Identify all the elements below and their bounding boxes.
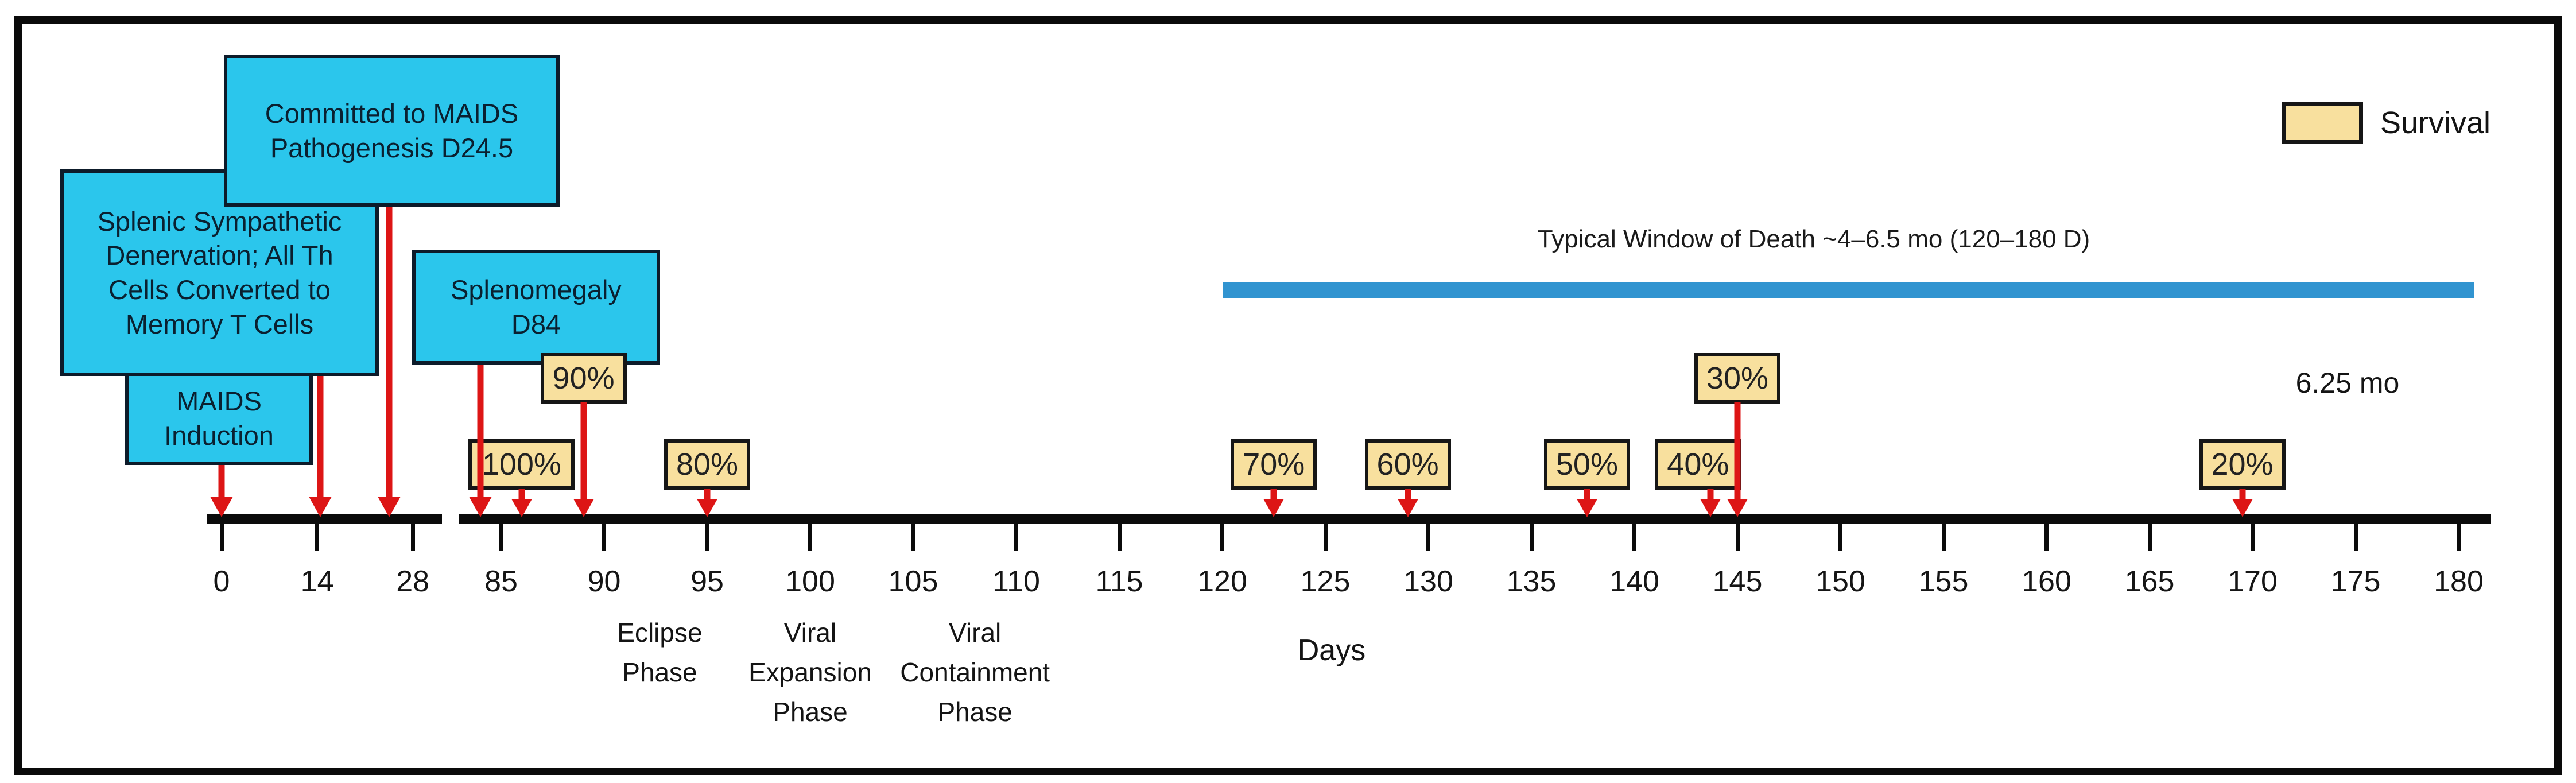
axis-tick [705, 524, 709, 551]
red-event-arrow-icon [377, 207, 401, 517]
red-event-arrow-icon [469, 365, 492, 517]
window-of-death-bar [1223, 282, 2474, 298]
axis-tick [1426, 524, 1430, 551]
axis-tick [2457, 524, 2461, 551]
red-event-arrow-icon [573, 402, 594, 517]
splenomegaly-box: Splenomegaly D84 [412, 250, 660, 365]
red-event-arrow-icon [1700, 489, 1721, 517]
survival-60-box: 60% [1364, 439, 1451, 490]
axis-tick-label: 175 [2330, 565, 2381, 598]
axis-tick-label: 130 [1403, 565, 1453, 598]
axis-tick [1941, 524, 1946, 551]
survival-90-box: 90% [540, 353, 627, 404]
axis-tick-label: 150 [1815, 565, 1865, 598]
red-event-arrow-icon [1397, 489, 1418, 517]
survival-legend-swatch [2282, 102, 2363, 144]
phase-label: Viral Containment Phase [900, 618, 1050, 727]
survival-30-box: 30% [1694, 353, 1780, 404]
red-event-arrow-icon [1263, 489, 1285, 517]
axis-tick-label: 100 [785, 565, 835, 598]
axis-tick [1838, 524, 1842, 551]
axis-tick-label: 105 [888, 565, 938, 598]
survival-50-box: 50% [1543, 439, 1630, 490]
red-event-arrow-icon [1576, 489, 1597, 517]
axis-tick [1117, 524, 1122, 551]
axis-tick [1323, 524, 1328, 551]
axis-tick-label: 170 [2228, 565, 2278, 598]
axis-tick [1220, 524, 1224, 551]
survival-legend-label: Survival [2380, 106, 2491, 140]
phase-label: Viral Expansion Phase [748, 618, 872, 727]
axis-tick-label: 165 [2124, 565, 2175, 598]
axis-tick-label: 95 [690, 565, 724, 598]
phase-label: Eclipse Phase [617, 618, 703, 687]
survival-70-box: 70% [1231, 439, 1317, 490]
axis-tick [410, 524, 415, 551]
axis-tick [2147, 524, 2152, 551]
axis-tick [1529, 524, 1534, 551]
axis-segment-main [459, 514, 2491, 524]
red-event-arrow-icon [2232, 489, 2253, 517]
axis-tick [1632, 524, 1636, 551]
axis-tick-label: 125 [1300, 565, 1351, 598]
axis-tick [2044, 524, 2049, 551]
axis-tick [1735, 524, 1740, 551]
axis-tick-label: 28 [396, 565, 430, 598]
axis-tick [315, 524, 320, 551]
axis-tick-label: 0 [213, 565, 230, 598]
axis-tick-label: 140 [1609, 565, 1659, 598]
axis-tick [2353, 524, 2358, 551]
axis-tick-label: 120 [1197, 565, 1247, 598]
survival-80-box: 80% [664, 439, 750, 490]
red-event-arrow-icon [511, 489, 532, 517]
axis-tick [2251, 524, 2255, 551]
survival-legend: Survival [2282, 102, 2490, 144]
axis-tick-label: 160 [2022, 565, 2071, 598]
axis-tick [1014, 524, 1018, 551]
axis-tick-label: 85 [484, 565, 518, 598]
axis-tick [499, 524, 503, 551]
axis-tick [602, 524, 606, 551]
axis-tick-label: 145 [1712, 565, 1763, 598]
axis-tick-label: 115 [1095, 565, 1143, 598]
axis-title-days: Days [1297, 634, 1366, 667]
axis-tick-label: 14 [300, 565, 334, 598]
committed-pathogenesis-box: Committed to MAIDS Pathogenesis D24.5 [224, 55, 560, 207]
axis-tick [219, 524, 224, 551]
axis-tick-label: 90 [587, 565, 621, 598]
axis-tick-label: 155 [1918, 565, 1969, 598]
red-event-arrow-icon [1727, 402, 1748, 517]
figure-border [14, 16, 2562, 775]
axis-tick-label: 110 [992, 565, 1040, 598]
survival-20-box: 20% [2199, 439, 2286, 490]
axis-tick-label: 135 [1506, 565, 1557, 598]
axis-tick [808, 524, 812, 551]
axis-tick [911, 524, 915, 551]
survival-100-box: 100% [468, 439, 575, 490]
red-event-arrow-icon [309, 376, 332, 517]
maids-induction-box: MAIDS Induction [125, 372, 313, 465]
axis-tick-label: 180 [2434, 565, 2484, 598]
red-event-arrow-icon [697, 489, 717, 517]
red-event-arrow-icon [210, 465, 233, 517]
window-of-death-label: Typical Window of Death ~4–6.5 mo (120–1… [1537, 225, 2090, 253]
splenic-denervation-box: Splenic Sympathetic Denervation; All Th Ce… [60, 169, 379, 376]
six-point-two-five-month-annotation: 6.25 mo [2295, 367, 2400, 399]
